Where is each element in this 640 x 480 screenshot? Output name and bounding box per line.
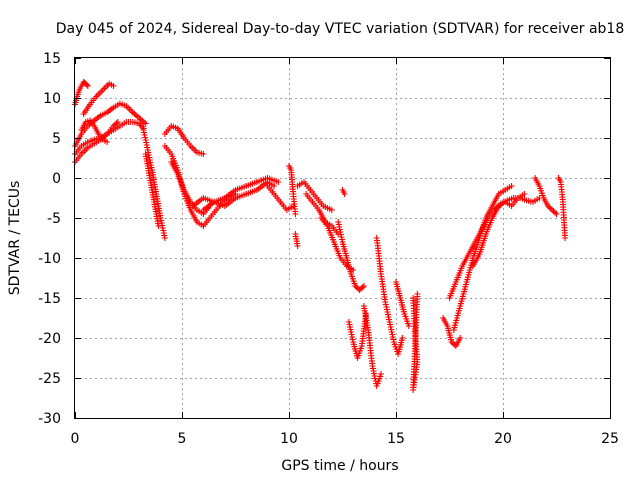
x-tick-label: 0 [71, 431, 80, 447]
x-tick-label: 5 [178, 431, 187, 447]
data-point [521, 191, 528, 197]
data-point [155, 223, 162, 229]
data-point [562, 235, 569, 241]
series-arc-13 [200, 179, 277, 213]
series-arc-31 [532, 175, 560, 217]
data-point [110, 123, 117, 129]
x-axis-title: GPS time / hours [281, 458, 398, 474]
data-point [104, 139, 111, 145]
y-tick-label: -30 [38, 411, 61, 427]
y-axis-title: SDTVAR / TECUs [7, 181, 23, 296]
y-tick-label: -25 [38, 371, 61, 387]
data-point [328, 207, 335, 213]
data-point [83, 81, 90, 88]
data-point [275, 179, 282, 185]
data-point [84, 83, 91, 89]
series-arc-6 [78, 117, 111, 145]
series-arc-9 [161, 123, 207, 157]
series-arc-21 [335, 219, 367, 293]
series-arc-22 [345, 311, 369, 361]
data-point [356, 287, 363, 293]
data-point [457, 335, 464, 341]
x-tick-label: 10 [280, 431, 298, 447]
series-arc-17 [294, 179, 335, 213]
data-point [399, 335, 406, 341]
y-tick-label: 0 [52, 171, 61, 187]
data-point [114, 119, 121, 125]
data-point [552, 209, 559, 216]
data-point [110, 83, 117, 89]
data-point [450, 340, 457, 347]
x-axis: 0 5 10 15 20 25 [71, 58, 619, 447]
data-point [161, 235, 168, 241]
y-tick-label: 5 [52, 131, 61, 147]
series-arc-10 [161, 143, 239, 229]
y-axis: -30 -25 -20 -15 -10 -5 0 5 10 15 [38, 51, 610, 427]
series-arc-11 [168, 159, 213, 217]
data-point [546, 204, 553, 211]
data-points [72, 79, 569, 393]
series-arc-27 [440, 315, 464, 349]
plot-frame [74, 57, 611, 419]
y-tick-label: -5 [47, 211, 61, 227]
series-arc-15 [286, 163, 299, 217]
data-point [358, 285, 364, 292]
data-point [547, 205, 554, 212]
y-tick-label: -20 [38, 331, 61, 347]
data-point [553, 211, 560, 217]
series-arc-25 [393, 279, 412, 329]
data-point [200, 151, 207, 157]
data-point [341, 191, 348, 197]
series-arc-19 [318, 215, 357, 273]
data-point [414, 291, 421, 297]
series-arc-32 [555, 175, 569, 241]
series-arc-26 [410, 291, 421, 393]
data-point [549, 207, 556, 213]
data-point [142, 120, 149, 127]
series-arc-14 [264, 183, 297, 213]
data-point [359, 284, 366, 291]
y-tick-label: -15 [38, 291, 61, 307]
data-point [353, 284, 360, 291]
series-arc-7 [140, 127, 168, 241]
y-tick-label: 10 [43, 91, 61, 107]
series-arc-18 [303, 191, 342, 237]
data-point [292, 211, 299, 217]
series-arc-23 [360, 303, 384, 389]
chart-title: Day 045 of 2024, Sidereal Day-to-day VTE… [56, 21, 625, 37]
y-tick-label: -10 [38, 251, 61, 267]
x-tick-label: 15 [387, 431, 405, 447]
series-arc-2 [80, 80, 117, 117]
x-tick-label: 20 [494, 431, 512, 447]
series-arc-28 [446, 195, 543, 301]
data-point [378, 371, 384, 377]
data-point [360, 283, 367, 289]
y-tick-label: 15 [43, 51, 61, 67]
data-point [405, 323, 412, 329]
series-arc-24 [373, 235, 406, 357]
series-arc-30 [470, 191, 528, 269]
data-point [271, 183, 277, 189]
data-point [508, 183, 515, 189]
data-point [294, 243, 301, 249]
series-arc-8 [142, 151, 162, 229]
x-tick-label: 25 [601, 431, 619, 447]
series-arc-12 [189, 175, 282, 209]
series-arc-16 [292, 231, 301, 249]
series-arc-20 [339, 187, 348, 197]
series-arc-5 [72, 119, 121, 157]
grid-lines [75, 58, 610, 418]
data-point [113, 120, 120, 127]
